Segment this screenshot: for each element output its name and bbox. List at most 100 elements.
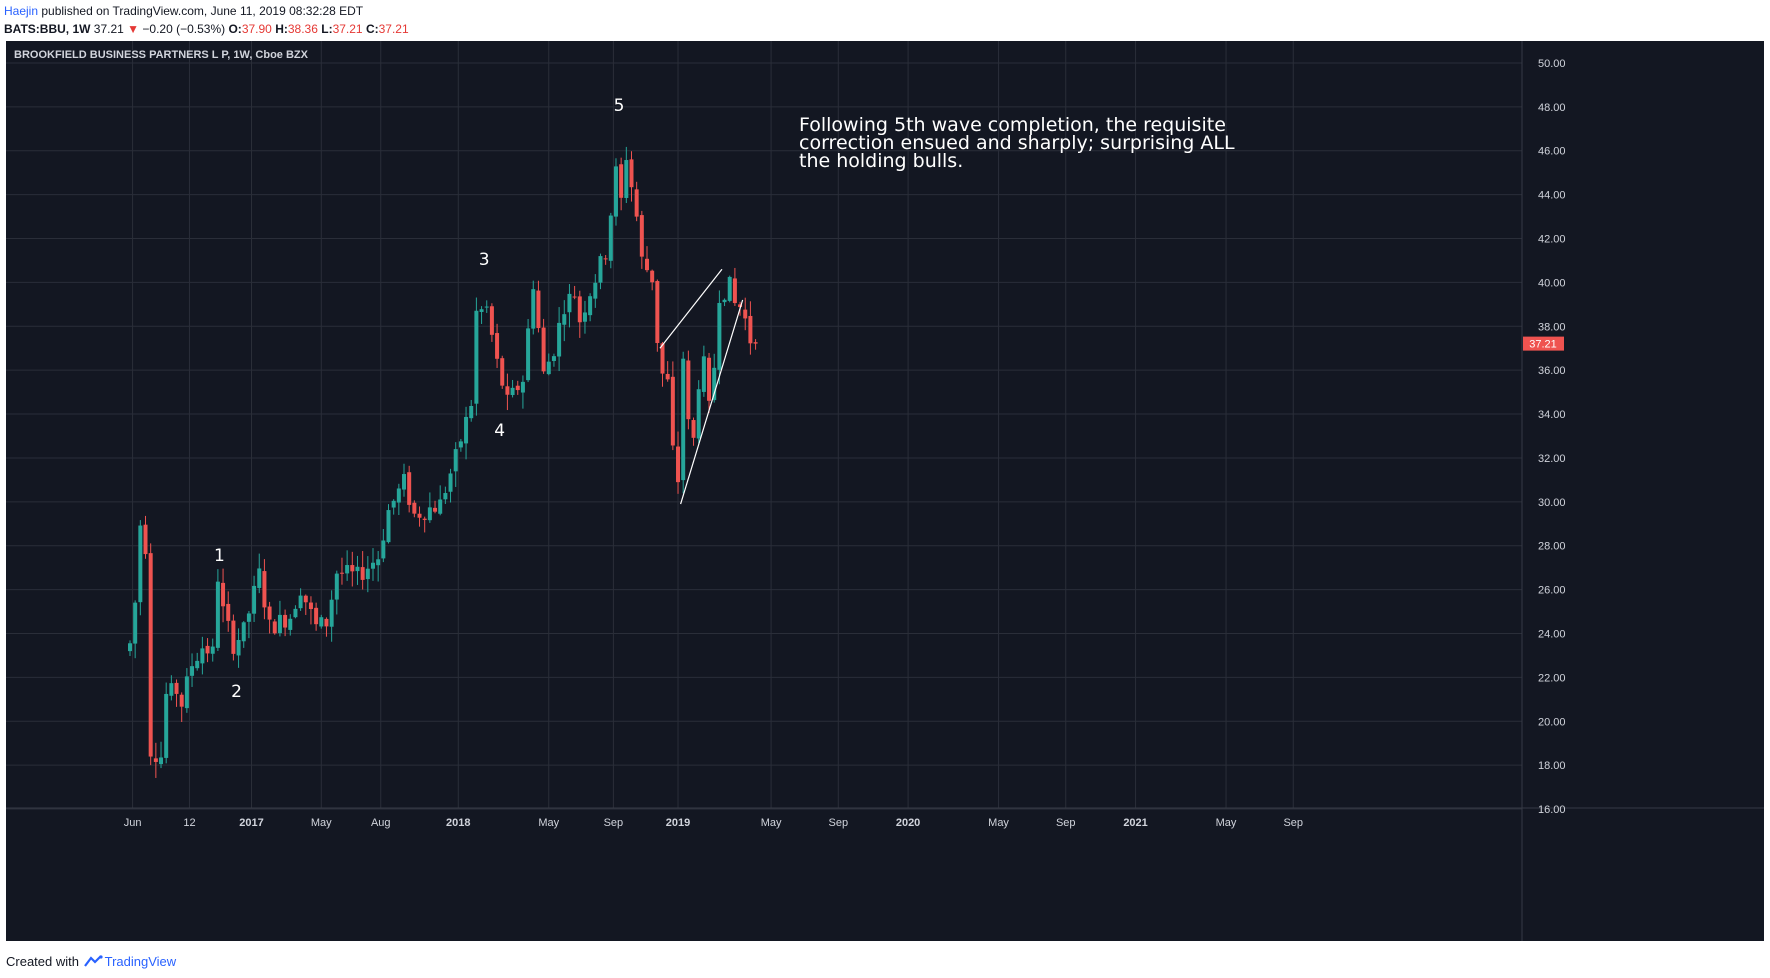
y-tick-label: 40.00 (1538, 277, 1566, 289)
footer: Created with TradingView (6, 954, 176, 970)
candle (143, 515, 148, 559)
candle-body (707, 357, 712, 401)
candle (169, 675, 174, 701)
candle (505, 373, 510, 411)
candle-body (732, 278, 737, 304)
x-tick-label: Jun (124, 817, 142, 829)
candle (262, 559, 267, 620)
last-price-tag (1523, 336, 1564, 351)
candle (376, 551, 381, 582)
candle-body (433, 507, 438, 512)
candle-body (298, 595, 303, 609)
price-axis[interactable]: 16.00 18.00 20.00 22.00 24.00 26.00 28.00 30.00… (1523, 58, 1566, 816)
candle (427, 492, 432, 523)
candle-body (324, 618, 329, 627)
candle-body (474, 310, 479, 404)
candle (303, 594, 308, 615)
candle (257, 553, 262, 594)
candle (422, 516, 427, 533)
tradingview-link[interactable]: TradingView (104, 954, 177, 969)
x-tick-label: May (761, 817, 782, 829)
candle-body (128, 643, 132, 652)
wave-label: 4 (494, 421, 505, 441)
time-axis[interactable]: Jun 12 2017 May Aug 2018 May Sep 2019 May Sep 2020 M… (124, 817, 1303, 829)
candle-body (319, 617, 324, 627)
candle (153, 742, 158, 778)
candle-body (303, 595, 308, 603)
candle-body (536, 290, 541, 329)
candle (753, 339, 758, 350)
candle (443, 486, 448, 504)
tradingview-logo-icon (83, 955, 105, 970)
candle (608, 212, 613, 269)
candle-body (365, 568, 370, 580)
candle-body (696, 389, 701, 439)
candle-body (407, 472, 412, 505)
candle-body (221, 582, 226, 607)
candle-body (541, 327, 546, 372)
candle (670, 361, 675, 451)
candle (541, 318, 546, 374)
candle (210, 638, 215, 662)
candle (567, 284, 572, 328)
candle (128, 640, 132, 656)
candle-body (603, 258, 608, 260)
analysis-note-line: Following 5th wave completion, the requi… (799, 114, 1226, 136)
candle (381, 528, 386, 563)
candle (412, 500, 417, 518)
candle-body (138, 525, 143, 603)
candle-body (546, 361, 551, 375)
candle-body (308, 602, 313, 610)
candle (391, 499, 396, 515)
candle-body (288, 618, 293, 630)
candle-body (236, 639, 241, 656)
candle-body (520, 381, 525, 393)
candle-body (691, 420, 696, 438)
candle (164, 682, 169, 764)
candle-body (174, 682, 179, 694)
candle (489, 303, 494, 342)
candle (629, 151, 634, 202)
candle (748, 301, 753, 355)
candle (722, 298, 727, 307)
candle-body (314, 607, 319, 625)
y-tick-label: 24.00 (1538, 629, 1566, 641)
candle-body (660, 343, 665, 374)
candle-body (159, 757, 164, 765)
candle-body (670, 376, 675, 446)
candle (696, 380, 701, 444)
wave-label: 3 (479, 250, 490, 270)
candle (691, 417, 696, 446)
analysis-note: Following 5th wave completion, the requi… (799, 114, 1235, 172)
x-tick-label: Sep (1056, 817, 1076, 829)
candle-body (453, 449, 458, 472)
candle (588, 293, 593, 322)
candle-body (210, 646, 215, 654)
author-link[interactable]: Haejin (4, 4, 39, 18)
candle-body (376, 559, 381, 566)
candle-body (360, 567, 365, 580)
candle (645, 246, 649, 273)
y-tick-label: 26.00 (1538, 585, 1566, 597)
candle-body (629, 159, 634, 188)
candle (603, 255, 608, 265)
open-value: 37.90 (241, 22, 272, 36)
candle-body (712, 367, 717, 401)
y-tick-label: 36.00 (1538, 365, 1566, 377)
candle (557, 307, 562, 372)
candle-body (422, 518, 427, 520)
candle-body (505, 386, 510, 395)
candle-body (339, 572, 344, 574)
candle-body (469, 405, 474, 419)
y-tick-label: 22.00 (1538, 672, 1566, 684)
candle (676, 431, 681, 494)
candle (190, 653, 195, 687)
candle (329, 590, 334, 642)
wedge-trendline (659, 268, 723, 349)
publish-info: Haejin published on TradingView.com, Jun… (4, 4, 363, 18)
last-price: 37.21 (93, 22, 124, 36)
candle (319, 614, 324, 629)
candle-body (329, 599, 334, 627)
candle (458, 438, 463, 452)
